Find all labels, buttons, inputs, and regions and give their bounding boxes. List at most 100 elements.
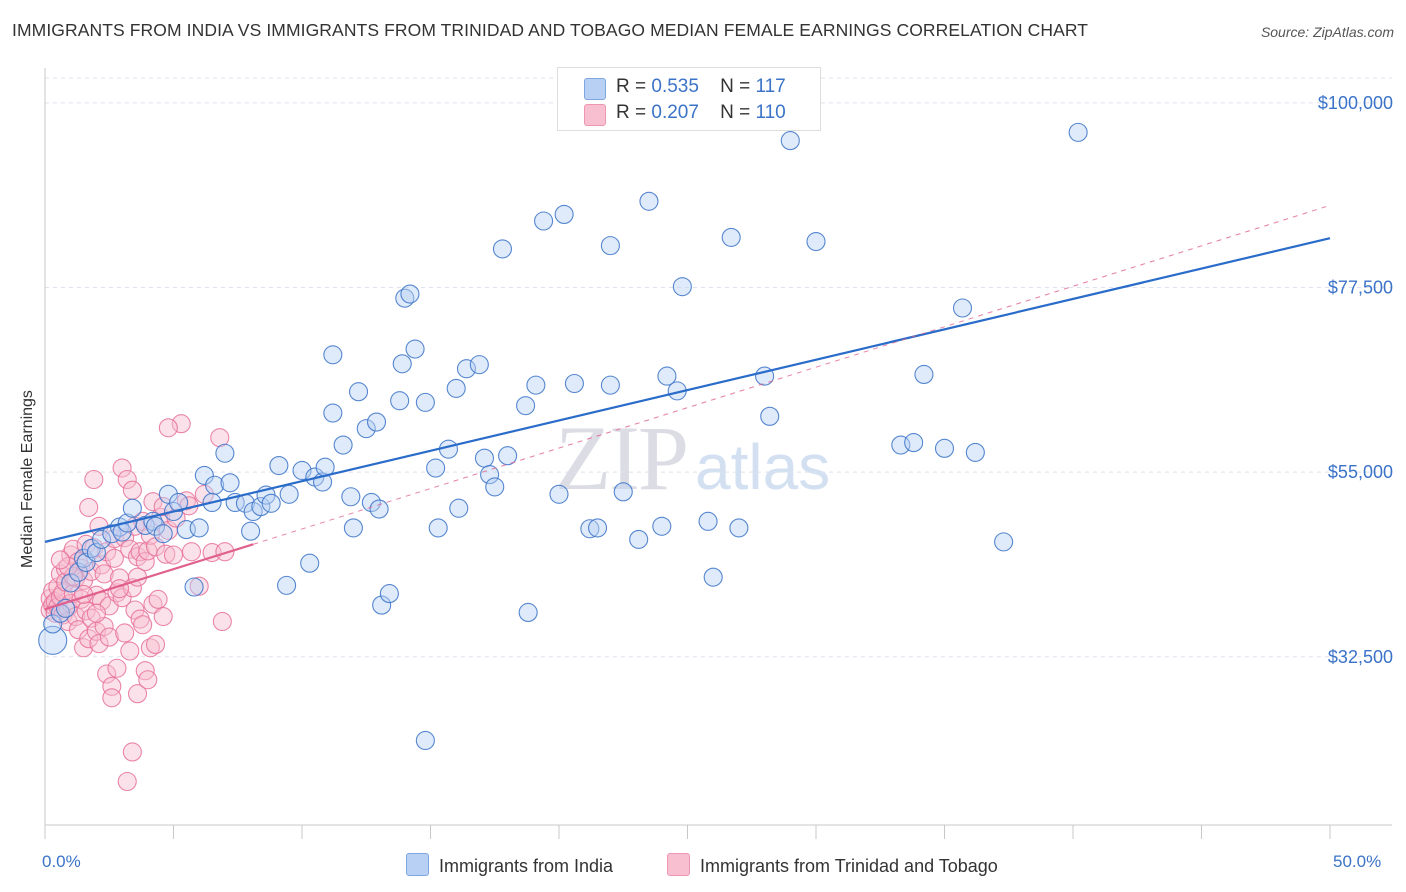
y-tick-label: $77,500 — [1328, 277, 1393, 297]
india-point — [348, 382, 369, 402]
india-point — [480, 465, 500, 485]
y-axis-label: Median Female Earnings — [19, 390, 36, 568]
trinidad-point — [122, 742, 142, 762]
india-point — [333, 435, 353, 455]
r-label: R = — [616, 102, 647, 123]
india-point — [38, 625, 68, 655]
trinidad-point — [127, 684, 148, 704]
series-india-points — [38, 122, 1088, 751]
trinidad-point — [143, 492, 163, 512]
india-point — [492, 239, 513, 259]
x-tick-label-right: 50.0% — [1333, 852, 1382, 871]
india-point — [639, 191, 659, 211]
legend-stats-trinidad: R = 0.207 N = 110 — [616, 102, 786, 124]
india-point — [379, 584, 399, 604]
india-point — [760, 406, 780, 426]
india-point — [456, 359, 477, 379]
india-point — [729, 518, 749, 538]
axes — [44, 68, 1392, 839]
trinidad-point — [86, 603, 106, 623]
india-point — [184, 577, 204, 597]
india-point — [564, 373, 584, 394]
watermark: ZIP atlas — [555, 405, 830, 511]
trinidad-point — [153, 497, 173, 517]
india-point — [341, 487, 361, 507]
india-point — [534, 211, 554, 231]
trinidad-point — [156, 544, 176, 564]
legend-swatch-india — [584, 78, 606, 100]
india-point — [369, 499, 389, 519]
trinidad-point — [145, 634, 166, 655]
watermark-atlas: atlas — [695, 431, 831, 503]
trinidad-point — [99, 627, 119, 647]
india-trend-line — [44, 237, 1331, 543]
india-point — [323, 403, 343, 423]
india-point — [277, 575, 297, 595]
india-point — [392, 354, 412, 374]
trinidad-point — [94, 564, 114, 584]
trinidad-point — [140, 638, 160, 658]
legend-item-trinidad[interactable]: Immigrants from Trinidad and Tobago — [667, 853, 998, 877]
trinidad-point — [112, 458, 132, 478]
y-tick-label: $100,000 — [1318, 93, 1393, 113]
y-tick-labels: $32,500 $55,000 $77,500 $100,000 — [1318, 93, 1393, 667]
trinidad-point — [122, 480, 142, 500]
india-point — [904, 433, 924, 453]
india-point — [220, 473, 240, 493]
n-label: N = — [720, 76, 751, 97]
india-point — [469, 355, 489, 375]
india-point — [952, 298, 973, 318]
trinidad-point — [89, 634, 109, 654]
trinidad-point — [102, 676, 122, 696]
india-point — [158, 484, 178, 504]
r-label: R = — [616, 76, 647, 97]
india-point — [241, 521, 261, 541]
india-point — [580, 519, 600, 539]
legend-stats-india: R = 0.535 N = 117 — [616, 76, 786, 98]
india-point — [91, 529, 112, 549]
trinidad-point — [171, 414, 191, 434]
trinidad-point — [138, 670, 158, 690]
india-point — [549, 484, 569, 504]
watermark-zip: ZIP — [555, 407, 689, 509]
trinidad-point — [58, 556, 78, 577]
india-point — [153, 524, 173, 544]
trinidad-point — [133, 615, 153, 635]
india-point — [994, 532, 1014, 552]
n-value-trinidad: 110 — [755, 102, 786, 123]
india-point — [343, 518, 363, 538]
trinidad-point — [74, 638, 94, 658]
india-point — [498, 446, 518, 466]
r-value-india: 0.535 — [651, 76, 699, 97]
india-point — [426, 458, 446, 478]
india-point — [965, 442, 985, 462]
trinidad-point — [176, 491, 196, 511]
india-point — [361, 492, 381, 513]
correlation-legend: R = 0.535 N = 117 R = 0.207 N = 110 — [557, 67, 821, 131]
legend-bottom-swatch-india — [406, 853, 429, 876]
trinidad-point — [189, 576, 209, 596]
n-value-india: 117 — [755, 76, 786, 97]
trinidad-point — [107, 658, 127, 678]
legend-item-india[interactable]: Immigrants from India — [406, 853, 613, 877]
y-axis-label-wrap: Median Female Earnings — [6, 390, 36, 568]
india-point — [415, 392, 435, 412]
trinidad-point — [79, 629, 99, 649]
india-point — [279, 484, 299, 504]
source-label: Source: ZipAtlas.com — [1260, 24, 1394, 40]
india-point — [251, 497, 271, 517]
india-point — [516, 396, 536, 416]
india-point — [145, 516, 166, 536]
india-point — [194, 465, 214, 485]
india-point — [43, 614, 63, 634]
india-point — [390, 391, 410, 411]
india-point — [189, 518, 209, 538]
india-point — [372, 595, 392, 615]
trinidad-trend-line — [44, 543, 254, 611]
chart-title: IMMIGRANTS FROM INDIA VS IMMIGRANTS FROM… — [12, 20, 1089, 40]
india-point — [698, 511, 718, 531]
trinidad-point — [130, 542, 150, 562]
india-point — [672, 277, 692, 297]
trinidad-point — [210, 428, 230, 448]
